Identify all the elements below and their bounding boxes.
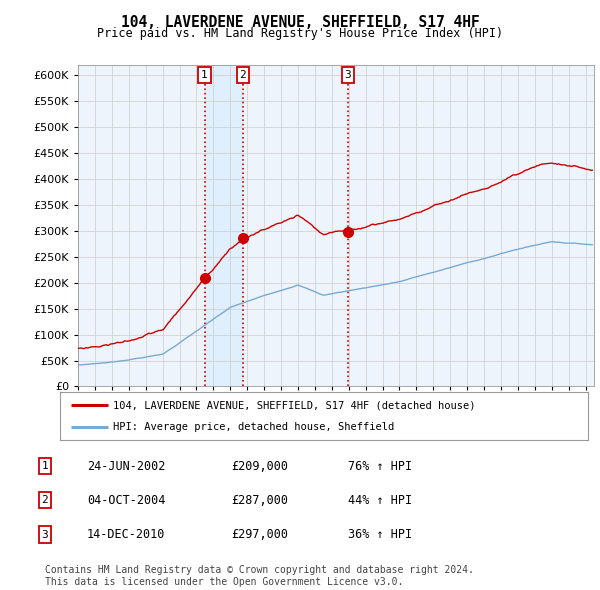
Text: Price paid vs. HM Land Registry's House Price Index (HPI): Price paid vs. HM Land Registry's House … bbox=[97, 27, 503, 40]
Text: 3: 3 bbox=[344, 70, 351, 80]
Text: 2: 2 bbox=[239, 70, 247, 80]
Text: 36% ↑ HPI: 36% ↑ HPI bbox=[348, 528, 412, 541]
Text: £287,000: £287,000 bbox=[231, 494, 288, 507]
Text: HPI: Average price, detached house, Sheffield: HPI: Average price, detached house, Shef… bbox=[113, 422, 394, 432]
Text: 3: 3 bbox=[41, 530, 49, 539]
Text: 04-OCT-2004: 04-OCT-2004 bbox=[87, 494, 166, 507]
Text: £209,000: £209,000 bbox=[231, 460, 288, 473]
Text: 1: 1 bbox=[41, 461, 49, 471]
Text: Contains HM Land Registry data © Crown copyright and database right 2024.
This d: Contains HM Land Registry data © Crown c… bbox=[45, 565, 474, 587]
Bar bbox=[205, 65, 243, 386]
Text: 104, LAVERDENE AVENUE, SHEFFIELD, S17 4HF (detached house): 104, LAVERDENE AVENUE, SHEFFIELD, S17 4H… bbox=[113, 400, 475, 410]
Text: 2: 2 bbox=[41, 496, 49, 505]
Text: 76% ↑ HPI: 76% ↑ HPI bbox=[348, 460, 412, 473]
Text: 14-DEC-2010: 14-DEC-2010 bbox=[87, 528, 166, 541]
Text: 44% ↑ HPI: 44% ↑ HPI bbox=[348, 494, 412, 507]
Text: £297,000: £297,000 bbox=[231, 528, 288, 541]
Text: 24-JUN-2002: 24-JUN-2002 bbox=[87, 460, 166, 473]
Text: 104, LAVERDENE AVENUE, SHEFFIELD, S17 4HF: 104, LAVERDENE AVENUE, SHEFFIELD, S17 4H… bbox=[121, 15, 479, 30]
Text: 1: 1 bbox=[201, 70, 208, 80]
